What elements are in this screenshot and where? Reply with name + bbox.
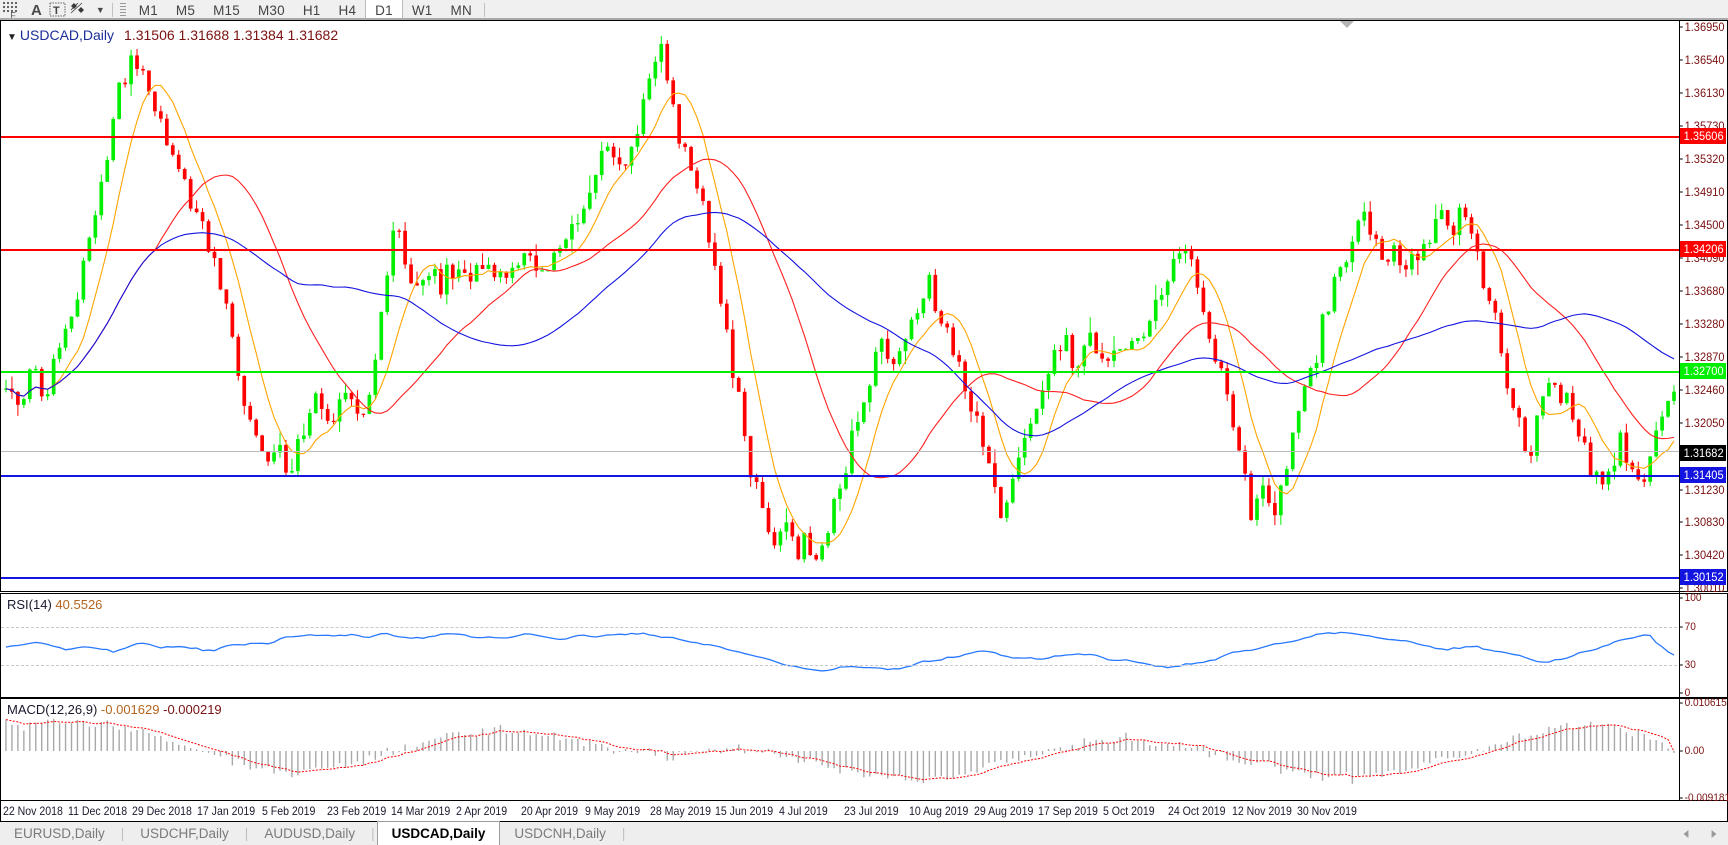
svg-text:F: F [10, 11, 16, 20]
svg-text:T: T [53, 5, 60, 17]
